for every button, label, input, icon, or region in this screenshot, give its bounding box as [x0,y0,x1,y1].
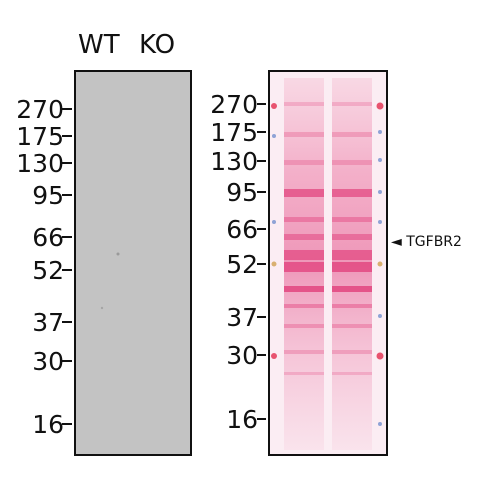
marker-tick [257,316,266,318]
marker-tick [62,236,72,238]
marker-tick [62,108,72,110]
mw-marker-175-right: 175 [210,118,258,147]
mw-marker-52-left: 52 [32,256,64,285]
mw-marker-95-right: 95 [226,178,258,207]
ponceau-stain-panel [268,70,388,456]
lane-label-wt: WT [78,30,120,60]
marker-tick [257,103,266,105]
mw-marker-30-right: 30 [226,341,258,370]
target-annotation: ◄ TGFBR2 [391,234,462,250]
mw-marker-16-left: 16 [32,410,64,439]
mw-marker-37-right: 37 [226,303,258,332]
mw-marker-130-left: 130 [16,149,64,178]
mw-marker-66-left: 66 [32,223,64,252]
immunoblot-panel [74,70,192,456]
lane-label-ko: KO [139,30,176,60]
marker-tick [257,228,266,230]
marker-tick [62,269,72,271]
marker-tick [257,354,266,356]
marker-tick [62,321,72,323]
mw-marker-66-right: 66 [226,215,258,244]
mw-marker-37-left: 37 [32,308,64,337]
left-arrow-icon: ◄ [391,234,402,250]
marker-tick [257,160,266,162]
marker-tick [62,162,72,164]
marker-tick [257,191,266,193]
mw-marker-175-left: 175 [16,122,64,151]
mw-marker-52-right: 52 [226,250,258,279]
marker-tick [62,360,72,362]
mw-marker-270-right: 270 [210,90,258,119]
mw-marker-95-left: 95 [32,181,64,210]
marker-tick [257,263,266,265]
mw-marker-30-left: 30 [32,347,64,376]
mw-marker-270-left: 270 [16,95,64,124]
marker-tick [257,131,266,133]
marker-tick [62,423,72,425]
mw-marker-130-right: 130 [210,147,258,176]
mw-marker-16-right: 16 [226,405,258,434]
marker-tick [62,194,72,196]
marker-tick [62,135,72,137]
marker-tick [257,418,266,420]
target-protein-label: TGFBR2 [406,234,462,250]
